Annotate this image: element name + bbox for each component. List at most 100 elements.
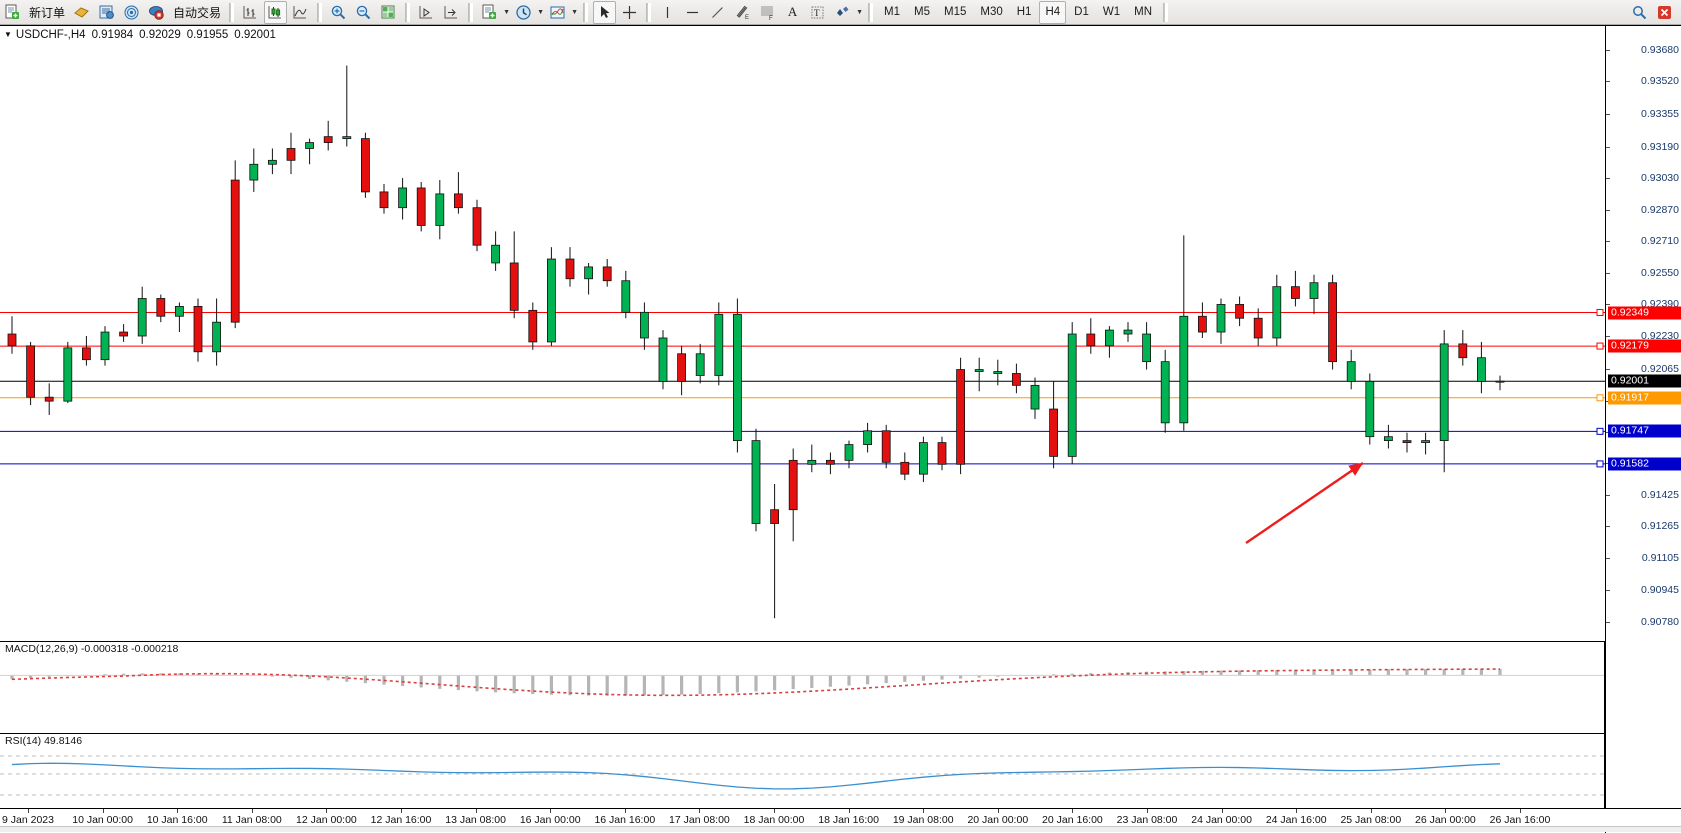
templates-icon[interactable] [478,1,501,24]
chart-low-value: 0.91955 [187,29,229,41]
support-2-price-chip[interactable]: 0.91582 [1608,457,1681,470]
toolbar-separator [468,3,473,22]
period-icon[interactable] [512,1,535,24]
candlestick [343,66,351,147]
chevron-down-icon[interactable]: ▼ [536,1,545,23]
price-axis-tick [1606,241,1610,242]
timeframe-m1[interactable]: M1 [878,1,906,24]
resistance-1-price-chip[interactable]: 0.92349 [1608,306,1681,319]
candlestick [678,346,686,395]
rsi-panel[interactable]: RSI(14) 49.8146 1008050150 [0,733,1605,809]
price-axis-tick [1606,622,1610,623]
resistance-1-handle[interactable] [1597,310,1603,316]
pivot-handle[interactable] [1597,395,1603,401]
tile-windows-icon[interactable] [377,1,400,24]
line-chart-icon[interactable] [289,1,312,24]
candlestick [231,160,239,328]
candlestick [1329,275,1337,370]
candlestick [1422,433,1430,455]
timeframe-m30[interactable]: M30 [974,1,1008,24]
resistance-2-handle[interactable] [1597,343,1603,349]
search-icon[interactable] [1628,1,1651,24]
chevron-down-icon[interactable]: ▼ [855,1,864,23]
price-axis-tick [1606,558,1610,559]
timeframe-mn[interactable]: MN [1128,1,1158,24]
candlestick [529,302,537,349]
autotrading-label[interactable]: 自动交易 [169,4,225,21]
macd-panel[interactable]: MACD(12,26,9) -0.000318 -0.000218 0.0011… [0,641,1605,733]
time-axis-label: 18 Jan 00:00 [744,814,805,826]
zoom-in-icon[interactable] [327,1,350,24]
candlestick [1496,376,1504,391]
candlestick [1012,364,1020,394]
toolbar-separator [1163,3,1168,22]
candlestick [120,324,128,342]
chart-high-value: 0.92029 [139,29,181,41]
candlestick [1310,275,1318,314]
text-icon[interactable]: A [781,1,804,24]
close-icon[interactable] [1653,1,1676,24]
new-order-label[interactable]: 新订单 [25,4,69,21]
up-arrow-annotation[interactable] [1246,463,1363,543]
timeframe-d1[interactable]: D1 [1068,1,1095,24]
pivot-price-chip[interactable]: 0.91917 [1608,391,1681,404]
timeframe-m15[interactable]: M15 [938,1,972,24]
candlestick [399,178,407,219]
autotrading-icon[interactable] [145,1,168,24]
current-price-price-chip[interactable]: 0.92001 [1608,375,1681,388]
resistance-2-price-chip[interactable]: 0.92179 [1608,340,1681,353]
chevron-down-icon[interactable]: ▼ [570,1,579,23]
chart-canvas[interactable]: ▼ USDCHF-,H4 0.91984 0.92029 0.91955 0.9… [0,25,1681,832]
new-order-icon[interactable] [1,1,24,24]
candlestick [175,302,183,332]
support-1-handle[interactable] [1597,428,1603,434]
timeframe-h1[interactable]: H1 [1011,1,1038,24]
text-label-icon[interactable]: T [806,1,829,24]
support-2-handle[interactable] [1597,461,1603,467]
trendline-icon[interactable] [706,1,729,24]
horizontal-scrollbar[interactable] [0,826,1681,832]
shapes-icon[interactable] [831,1,854,24]
candlestick [64,342,72,403]
fibonacci-icon[interactable]: F [756,1,779,24]
candlestick [640,302,648,349]
candlestick [380,184,388,214]
timeframe-m5[interactable]: M5 [908,1,936,24]
time-axis-label: 16 Jan 00:00 [520,814,581,826]
candlestick [864,423,872,453]
chart-collapse-icon[interactable]: ▼ [4,30,12,39]
time-axis-tick [550,809,551,813]
timeframe-w1[interactable]: W1 [1097,1,1126,24]
candlestick-chart-icon[interactable] [264,1,287,24]
price-plot[interactable] [0,26,1605,641]
expert-advisors-icon[interactable] [70,1,93,24]
horizontal-line-icon[interactable] [681,1,704,24]
candlestick [45,383,53,415]
candlestick [8,316,16,354]
support-1-price-chip[interactable]: 0.91747 [1608,425,1681,438]
candlestick [306,139,314,165]
auto-scroll-icon[interactable] [440,1,463,24]
candlestick [1161,350,1169,433]
vertical-line-icon[interactable] [656,1,679,24]
candlestick [250,148,258,191]
signals-icon[interactable] [120,1,143,24]
price-axis-tick [1606,590,1610,591]
candlestick [194,298,202,361]
zoom-out-icon[interactable] [352,1,375,24]
timeframe-h4[interactable]: H4 [1039,1,1066,24]
chart-shift-icon[interactable] [415,1,438,24]
cursor-icon[interactable] [593,1,616,24]
indicators-icon[interactable] [546,1,569,24]
metaeditor-icon[interactable] [95,1,118,24]
crosshair-icon[interactable] [618,1,641,24]
candlestick [1384,425,1392,449]
chevron-down-icon[interactable]: ▼ [502,1,511,23]
bar-chart-icon[interactable] [239,1,262,24]
time-axis-label: 17 Jan 08:00 [669,814,730,826]
price-axis-label: 0.92870 [1641,204,1679,216]
equidistant-channel-icon[interactable]: E [731,1,754,24]
time-axis-tick [699,809,700,813]
svg-text:F: F [769,16,773,21]
